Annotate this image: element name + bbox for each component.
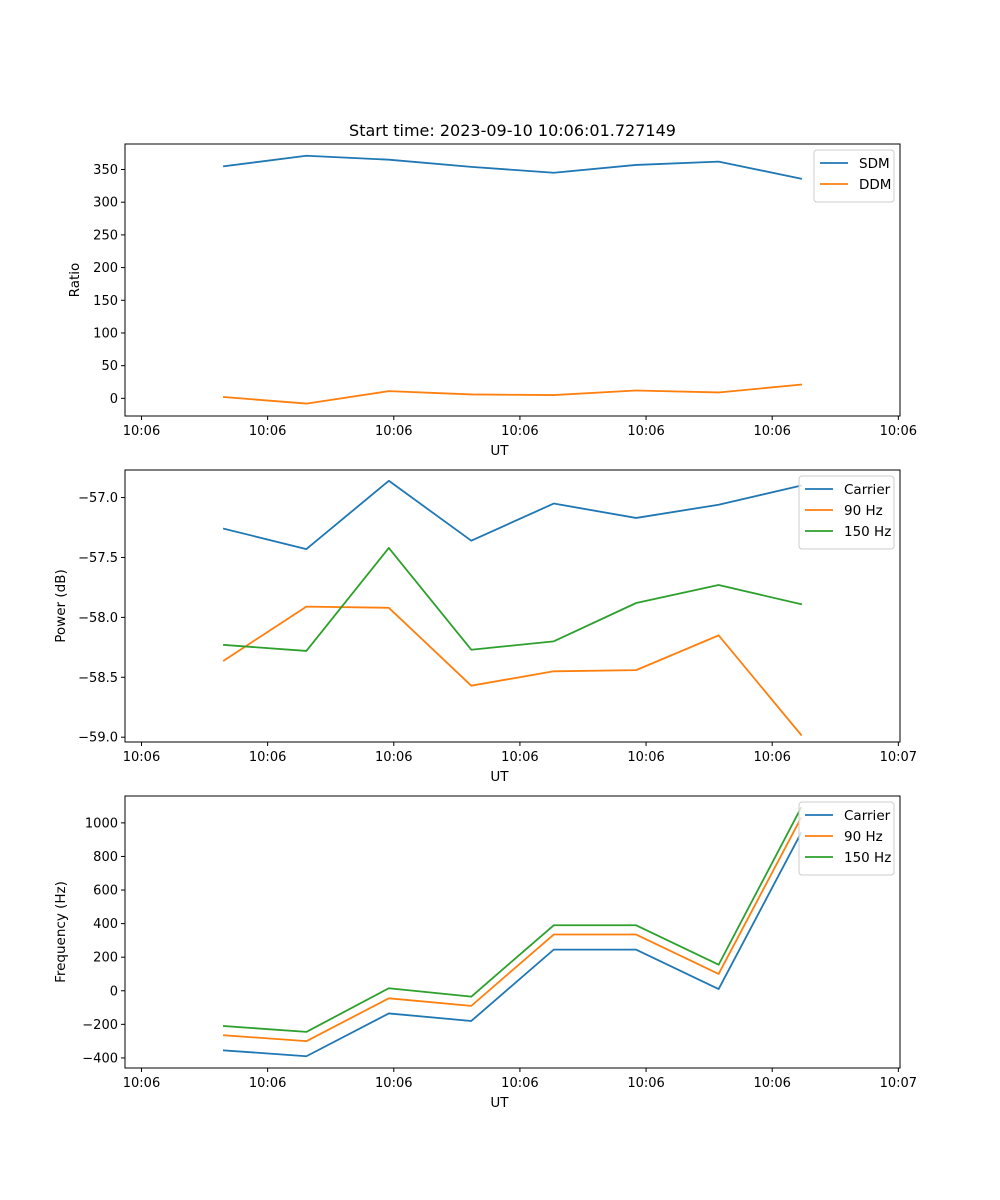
y-tick-label: 150 (93, 294, 118, 309)
x-axis-label: UT (490, 1095, 509, 1111)
y-tick-label: 300 (93, 196, 118, 211)
x-tick-label: 10:06 (880, 424, 917, 439)
x-tick-label: 10:06 (627, 424, 664, 439)
legend-label: 150 Hz (844, 524, 891, 540)
y-tick-label: 800 (93, 850, 118, 865)
y-tick-label: 250 (93, 228, 118, 243)
x-tick-label: 10:06 (123, 424, 160, 439)
axes-frame (124, 469, 901, 743)
series-line-carrier (222, 831, 803, 1058)
x-axis-label: UT (490, 769, 509, 785)
x-tick-label: 10:06 (627, 750, 664, 765)
x-tick-label: 10:06 (501, 750, 538, 765)
x-axis-label: UT (490, 443, 509, 459)
axes-panel-2: 10:06 10:06 10:06 10:06 10:06 10:06 10:07 −59.0… (53, 469, 917, 785)
series-line-sdm (222, 154, 803, 180)
y-tick-label: −59.0 (78, 731, 118, 746)
x-tick-label: 10:06 (627, 1076, 664, 1091)
legend: Carrier 90 Hz 150 Hz (798, 801, 895, 876)
series-line-150-hz (222, 546, 803, 652)
x-tick-label: 10:06 (249, 424, 286, 439)
series-line-90-hz (222, 816, 803, 1043)
x-tick-label: 10:06 (753, 424, 790, 439)
legend-label: Carrier (844, 482, 891, 498)
y-tick-label: 350 (93, 163, 118, 178)
y-tick-label: 200 (93, 261, 118, 276)
y-tick-label: 100 (93, 326, 118, 341)
x-tick-label: 10:07 (880, 1076, 917, 1091)
axes-panel-3: 10:06 10:06 10:06 10:06 10:06 10:06 10:07 −400 −… (53, 795, 917, 1111)
legend-label: 90 Hz (844, 503, 883, 519)
legend-label: Carrier (844, 808, 891, 824)
y-tick-label: 1000 (85, 816, 118, 831)
x-tick-label: 10:06 (249, 750, 286, 765)
y-tick-label: −57.0 (78, 491, 118, 506)
y-tick-label: −57.5 (78, 551, 118, 566)
x-tick-label: 10:06 (375, 750, 412, 765)
axes-frame (124, 795, 901, 1069)
x-tick-label: 10:06 (375, 424, 412, 439)
series-line-150-hz (222, 806, 803, 1033)
y-tick-label: 400 (93, 917, 118, 932)
series-line-ddm (222, 383, 803, 405)
y-tick-label: 0 (110, 392, 118, 407)
legend-label: 90 Hz (844, 829, 883, 845)
legend-label: 150 Hz (844, 850, 891, 866)
y-axis-label: Frequency (Hz) (53, 881, 69, 983)
x-tick-label: 10:06 (123, 1076, 160, 1091)
y-tick-label: 50 (101, 359, 118, 374)
axes-panel-1: 10:06 10:06 10:06 10:06 10:06 10:06 10:06 0 50 10… (67, 143, 917, 459)
x-tick-label: 10:07 (880, 750, 917, 765)
x-tick-label: 10:06 (753, 750, 790, 765)
x-tick-label: 10:06 (249, 1076, 286, 1091)
series-line-90-hz (222, 605, 803, 737)
y-tick-label: 0 (110, 984, 118, 999)
y-tick-label: −58.5 (78, 671, 118, 686)
legend: Carrier 90 Hz 150 Hz (798, 475, 895, 550)
y-axis-label: Power (dB) (53, 569, 69, 642)
series-line-carrier (222, 479, 803, 550)
y-axis-label: Ratio (67, 263, 83, 298)
y-tick-label: −58.0 (78, 611, 118, 626)
legend: SDM DDM (813, 149, 895, 203)
y-tick-label: 200 (93, 951, 118, 966)
y-tick-label: −200 (82, 1018, 118, 1033)
x-tick-label: 10:06 (123, 750, 160, 765)
y-tick-label: 600 (93, 884, 118, 899)
y-tick-label: −400 (82, 1051, 118, 1066)
x-tick-label: 10:06 (375, 1076, 412, 1091)
chart-panels: 10:06 10:06 10:06 10:06 10:06 10:06 10:06 0 50 10… (53, 143, 917, 1111)
legend-label: SDM (859, 156, 890, 172)
axes-frame (124, 143, 901, 417)
x-tick-label: 10:06 (501, 1076, 538, 1091)
legend-label: DDM (859, 177, 891, 193)
chart-title: Start time: 2023-09-10 10:06:01.727149 (349, 121, 676, 140)
x-tick-label: 10:06 (753, 1076, 790, 1091)
x-tick-label: 10:06 (501, 424, 538, 439)
